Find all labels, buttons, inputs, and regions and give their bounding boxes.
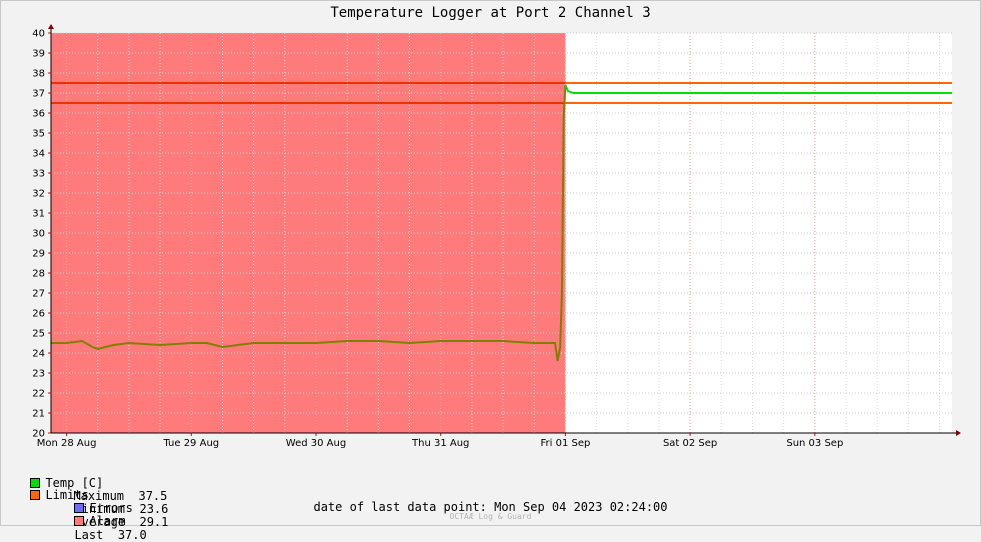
y-tick-label: 40 (32, 29, 45, 40)
y-tick-label: 26 (32, 309, 45, 320)
y-tick-label: 34 (32, 149, 45, 160)
stat-last: Last 37.0 (74, 529, 146, 542)
temperature-chart: Mon 28 Aug Tue 29 Aug Wed 30 Aug Thu 31 Aug… (32, 24, 961, 449)
stat-average: Average 29.1 (74, 516, 168, 529)
last-data-point-label: date of last data point: (313, 500, 487, 514)
legend-temp-label: Temp [C] (45, 476, 104, 490)
y-tick-label: 20 (32, 429, 45, 440)
legend-limits-label: Limits (45, 488, 89, 502)
legend-alarm-label: Alarm (89, 514, 126, 528)
y-axis-arrow (48, 24, 54, 29)
temp-series-line (564, 84, 952, 94)
y-tick-label: 23 (32, 369, 45, 380)
x-tick-label: Fri 01 Sep (540, 438, 590, 449)
x-tick-label: Tue 29 Aug (162, 438, 219, 449)
y-tick-label: 22 (32, 389, 45, 400)
watermark: OCTAÆ Log & Guard (449, 512, 532, 521)
stat-minimum-label: Minimum (74, 502, 126, 516)
y-tick-label: 37 (32, 89, 45, 100)
x-tick-label: Wed 30 Aug (286, 438, 346, 449)
last-data-point-value: Mon Sep 04 2023 02:24:00 (494, 500, 668, 514)
y-tick-label: 35 (32, 129, 45, 140)
y-tick-label: 36 (32, 109, 45, 120)
stat-average-value: 29.1 (139, 515, 169, 529)
stat-last-value: 37.0 (117, 528, 147, 542)
legend-row-2: Limits Errors Alarm (16, 476, 133, 528)
legend-alarm: Alarm (74, 514, 126, 528)
x-tick-label: Sun 03 Sep (786, 438, 843, 449)
y-tick-label: 39 (32, 49, 45, 60)
y-tick-label: 31 (32, 209, 45, 220)
legend-limits: Limits (30, 488, 89, 502)
x-tick-label: Sat 02 Sep (663, 438, 717, 449)
y-tick-label: 28 (32, 269, 45, 280)
legend-errors: Errors (74, 501, 133, 515)
legend-temp: Temp [C] (30, 477, 103, 490)
x-tick-label: Mon 28 Aug (37, 438, 97, 449)
stat-maximum-label: Maximum (73, 489, 125, 503)
x-tick-label: Thu 31 Aug (411, 438, 469, 449)
y-tick-label: 38 (32, 69, 45, 80)
y-tick-label: 32 (32, 189, 45, 200)
y-tick-label: 30 (32, 229, 45, 240)
stat-maximum: Maximum 37.5 (73, 490, 167, 503)
y-tick-label: 25 (32, 329, 45, 340)
stat-last-label: Last (74, 528, 104, 542)
y-tick-label: 21 (32, 409, 45, 420)
y-tick-label: 33 (32, 169, 45, 180)
legend-errors-label: Errors (89, 501, 133, 515)
last-data-point: date of last data point: Mon Sep 04 2023… (0, 500, 981, 514)
legend-temp-swatch (30, 478, 41, 488)
temp-series-line-alarm (51, 84, 567, 362)
stat-minimum-value: 23.6 (139, 502, 169, 516)
alarm-region (51, 33, 566, 433)
legend-limits-swatch (30, 490, 41, 500)
y-tick-label: 27 (32, 289, 45, 300)
chart-title: Temperature Logger at Port 2 Channel 3 (330, 5, 651, 21)
y-tick-label: 24 (32, 349, 45, 360)
stat-average-label: Average (74, 515, 126, 529)
stat-maximum-value: 37.5 (138, 489, 168, 503)
x-axis-arrow (956, 430, 961, 436)
stat-minimum: Minimum 23.6 (74, 503, 168, 516)
y-tick-label: 29 (32, 249, 45, 260)
legend-errors-swatch (74, 503, 85, 513)
